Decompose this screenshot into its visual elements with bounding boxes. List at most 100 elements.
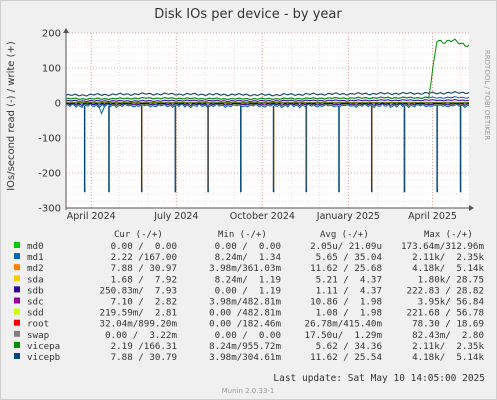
- legend-series-name: sdb: [27, 285, 44, 296]
- legend-swatch: [14, 319, 20, 326]
- legend-avg-value: 5.65 / 35.04: [316, 252, 383, 263]
- legend-row-md1: md1 2.22 /167.00 8.24m/ 1.34 5.65 / 35.04 2.…: [14, 252, 484, 263]
- legend-cur-value: 7.88 / 30.79: [111, 352, 177, 363]
- legend-series-name: md2: [27, 263, 44, 274]
- legend-header-avg: Avg (-/+): [320, 230, 369, 240]
- y-tick-label: 0: [55, 99, 61, 110]
- legend-header-max: Max (-/+): [424, 230, 473, 240]
- y-tick-label: -200: [38, 169, 61, 180]
- legend-min-value: 3.98m/304.61m: [209, 352, 281, 363]
- legend-max-value: 4.18k/ 5.14k: [412, 263, 484, 274]
- x-tick-label: April 2024: [67, 211, 116, 222]
- legend-max-value: 3.95k/ 56.84: [418, 297, 485, 308]
- legend-row-sda: sda 1.68 / 7.92 8.24m/ 1.19 5.21 / 4.37 1.80…: [14, 274, 484, 285]
- legend-row-sdd: sdd 219.59m/ 2.81 0.00 /482.81m 1.08 / 1.98…: [14, 308, 484, 319]
- legend-series-name: vicepb: [27, 352, 60, 363]
- legend-cur-value: 7.10 / 2.82: [111, 297, 177, 308]
- legend-min-value: 0.00 / 0.00: [215, 241, 281, 252]
- munin-version: Munin 2.0.33-1: [222, 387, 275, 395]
- legend-min-value: 8.24m/ 1.19: [215, 274, 281, 285]
- legend-swatch: [14, 330, 20, 337]
- legend-min-value: 3.98m/482.81m: [209, 297, 281, 308]
- legend-cur-value: 250.83m/ 7.93: [100, 285, 177, 296]
- legend-max-value: 78.30 / 18.69: [412, 319, 484, 330]
- legend-swatch: [14, 242, 20, 248]
- series-line-vicepb-write: [65, 90, 470, 97]
- legend-max-value: 221.68 / 56.78: [407, 308, 484, 319]
- legend-header-min: Min (-/+): [218, 230, 267, 240]
- legend-series-name: sdc: [27, 297, 44, 308]
- chart-title: Disk IOs per device - by year: [154, 7, 342, 22]
- legend-cur-value: 32.04m/899.20m: [100, 319, 178, 330]
- legend-series-name: vicepa: [27, 341, 60, 352]
- legend-cur-value: 2.22 /167.00: [111, 252, 177, 263]
- legend-cur-value: 7.88 / 30.97: [111, 263, 177, 274]
- legend-max-value: 2.11k/ 2.35k: [412, 252, 484, 263]
- y-axis-arrow: [63, 28, 69, 33]
- x-tick-label: January 2025: [316, 211, 380, 222]
- legend-max-value: 82.43m/ 2.80: [412, 330, 484, 341]
- legend-max-value: 222.83 / 28.82: [407, 285, 484, 296]
- series-line-sdd-write: [65, 100, 470, 103]
- legend-cur-value: 0.00 / 3.22m: [105, 330, 177, 341]
- series-line-sdb-write: [65, 98, 470, 103]
- legend-row-sdb: sdb 250.83m/ 7.93 0.00 / 1.19 1.11 / 4.37 22…: [14, 285, 484, 296]
- legend-avg-value: 1.08 / 1.98: [316, 308, 382, 319]
- y-tick-labels: -300 -200 -100 0 100 200: [38, 29, 61, 215]
- legend-max-value: 1.80k/ 28.75: [418, 274, 484, 285]
- legend-series-name: sda: [27, 274, 44, 285]
- legend-min-value: 0.00 / 1.19: [215, 285, 281, 296]
- legend-swatch: [14, 297, 20, 304]
- legend-avg-value: 17.50u/ 1.29m: [305, 330, 383, 341]
- legend-swatch: [14, 253, 20, 260]
- y-tick-label: -300: [38, 204, 61, 215]
- legend-swatch: [14, 308, 20, 315]
- legend-cur-value: 2.19 /166.31: [111, 341, 177, 352]
- legend-min-value: 0.00 /182.46m: [209, 319, 281, 330]
- legend-rows: md0 0.00 / 0.00 0.00 / 0.00 2.05u/ 21.09u 17…: [14, 241, 484, 363]
- plot-area: [63, 28, 474, 211]
- legend-max-value: 2.11k/ 2.35k: [412, 341, 484, 352]
- legend-cur-value: 1.68 / 7.92: [111, 274, 177, 285]
- legend-swatch: [14, 264, 20, 271]
- legend-series-name: swap: [27, 330, 49, 341]
- legend-swatch: [14, 341, 20, 348]
- legend-swatch: [14, 286, 20, 293]
- legend-avg-value: 11.62 / 25.54: [310, 352, 382, 363]
- x-axis-arrow: [469, 205, 474, 211]
- legend-row-sdc: sdc 7.10 / 2.82 3.98m/482.81m 10.86 / 1.98 3…: [14, 297, 484, 308]
- y-tick-label: -100: [38, 134, 61, 145]
- legend-series-name: root: [27, 319, 49, 330]
- legend-avg-value: 2.05u/ 21.09u: [310, 241, 382, 252]
- legend-avg-value: 1.11 / 4.37: [316, 285, 382, 296]
- legend-avg-value: 5.21 / 4.37: [316, 274, 382, 285]
- series-dip-md1: [97, 103, 106, 115]
- series-line-md1-read: [65, 102, 470, 109]
- x-tick-label: October 2024: [230, 211, 295, 222]
- legend-min-value: 8.24m/ 1.34: [215, 252, 282, 263]
- legend-min-value: 0.00 / 0.00: [215, 330, 281, 341]
- y-tick-label: 100: [42, 64, 61, 75]
- legend-cur-value: 0.00 / 0.00: [111, 241, 177, 252]
- y-tick-label: 200: [42, 29, 61, 40]
- x-tick-label: July 2024: [153, 211, 198, 222]
- legend-min-value: 8.24m/955.72m: [209, 341, 281, 352]
- series-line-vicepa-write: [65, 38, 470, 101]
- legend-avg-value: 26.78m/415.40m: [305, 319, 383, 330]
- legend: Cur (-/+) Min (-/+) Avg (-/+) Max (-/+) …: [14, 230, 484, 363]
- legend-series-name: md0: [27, 241, 44, 252]
- x-tick-label: April 2025: [408, 211, 457, 222]
- legend-max-value: 173.64m/312.96m: [401, 241, 484, 252]
- plot-background: [66, 33, 469, 208]
- last-update: Last update: Sat May 10 14:05:00 2025: [273, 373, 485, 384]
- legend-row-root: root 32.04m/899.20m 0.00 /182.46m 26.78m/41…: [14, 319, 484, 330]
- x-tick-labels: April 2024 July 2024 October 2024 January 2…: [67, 211, 457, 222]
- legend-min-value: 0.00 /482.81m: [209, 308, 281, 319]
- legend-row-md2: md2 7.88 / 30.97 3.98m/361.03m 11.62 / 25.6…: [14, 263, 484, 274]
- legend-series-name: md1: [27, 252, 44, 263]
- legend-min-value: 3.98m/361.03m: [209, 263, 281, 274]
- legend-row-swap: swap 0.00 / 3.22m 0.00 / 0.00 17.50u/ 1.29m…: [14, 330, 484, 341]
- y-axis-label: IOs/second read (-) / write (+): [6, 41, 17, 191]
- legend-header-cur: Cur (-/+): [114, 230, 163, 240]
